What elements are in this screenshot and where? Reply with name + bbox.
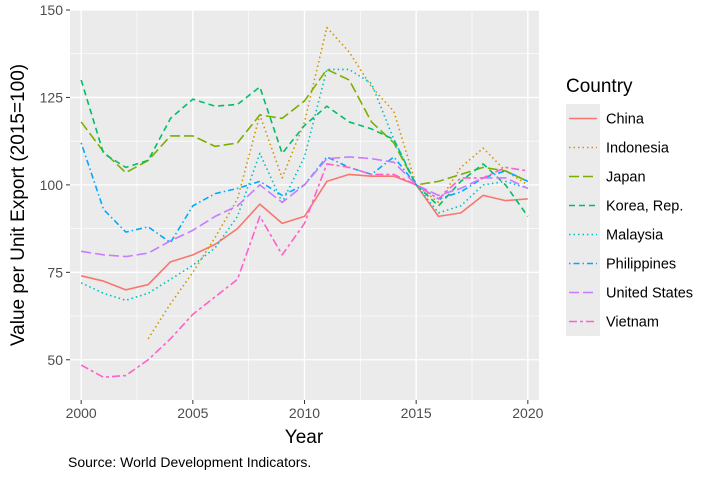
y-axis-title: Value per Unit Export (2015=100) <box>8 64 29 346</box>
legend-label-united-states: United States <box>606 286 693 302</box>
y-tick-label: 75 <box>47 264 63 280</box>
x-tick-label: 2015 <box>401 405 432 421</box>
legend-label-philippines: Philippines <box>606 257 676 273</box>
x-axis-title: Year <box>285 427 324 448</box>
x-tick-label: 2020 <box>512 405 543 421</box>
legend: Country China Indonesia Japan Korea, Rep. Ma… <box>566 76 693 336</box>
series-line-china <box>80 173 528 291</box>
x-tick-label: 2000 <box>66 405 97 421</box>
y-tick-label: 100 <box>40 177 64 193</box>
legend-label-malaysia: Malaysia <box>606 228 664 244</box>
series-line-vietnam <box>80 163 528 379</box>
legend-label-indonesia: Indonesia <box>606 141 670 157</box>
legend-label-korea-rep: Korea, Rep. <box>606 199 683 215</box>
y-tick-label: 125 <box>40 89 64 105</box>
series-line-japan <box>80 68 529 186</box>
legend-items: China Indonesia Japan Korea, Rep. Malaysia Ph… <box>566 104 693 336</box>
x-tick-label: 2010 <box>289 405 320 421</box>
y-axis: 50 75 100 125 150 <box>40 2 70 368</box>
legend-label-china: China <box>606 112 645 128</box>
legend-label-japan: Japan <box>606 170 646 186</box>
series-line-korea-rep <box>80 79 529 217</box>
legend-title: Country <box>566 76 633 97</box>
legend-label-vietnam: Vietnam <box>606 315 659 331</box>
series-lines <box>80 26 529 379</box>
series-line-united-states <box>81 156 529 258</box>
y-tick-label: 150 <box>40 2 64 18</box>
caption: Source: World Development Indicators. <box>68 454 311 470</box>
y-tick-label: 50 <box>47 352 63 368</box>
x-tick-label: 2005 <box>177 405 208 421</box>
x-axis: 2000 2005 2010 2015 2020 <box>66 400 544 421</box>
